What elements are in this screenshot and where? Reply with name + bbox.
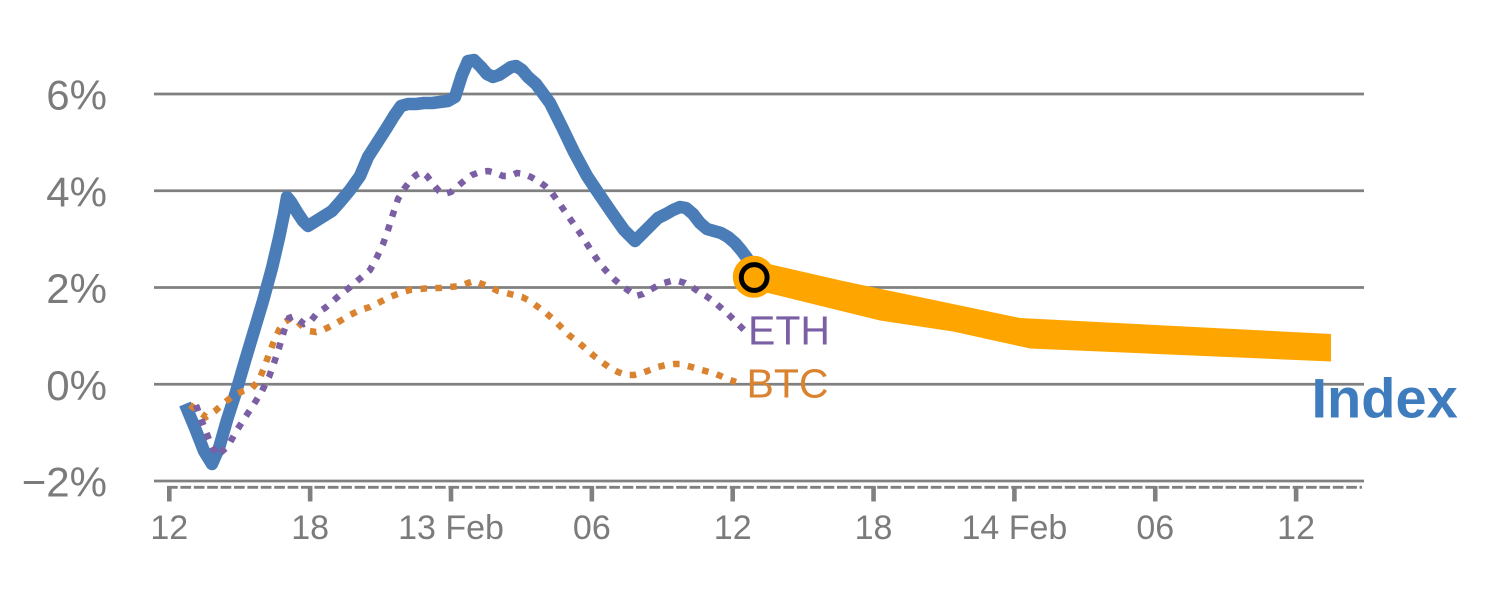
svg-text:−2%: −2% <box>22 459 107 506</box>
svg-text:13 Feb: 13 Feb <box>398 509 504 547</box>
svg-text:ETH: ETH <box>748 308 830 354</box>
svg-text:6%: 6% <box>46 72 107 119</box>
svg-text:12: 12 <box>1277 509 1315 547</box>
svg-text:12: 12 <box>714 509 752 547</box>
svg-text:18: 18 <box>855 509 893 547</box>
svg-text:2%: 2% <box>46 265 107 312</box>
svg-text:14 Feb: 14 Feb <box>961 509 1067 547</box>
svg-text:4%: 4% <box>46 168 107 215</box>
svg-text:0%: 0% <box>46 362 107 409</box>
svg-text:06: 06 <box>573 509 611 547</box>
svg-text:Index: Index <box>1312 367 1458 430</box>
svg-text:18: 18 <box>291 509 329 547</box>
svg-text:06: 06 <box>1136 509 1174 547</box>
svg-text:12: 12 <box>150 509 188 547</box>
svg-text:BTC: BTC <box>747 361 829 407</box>
